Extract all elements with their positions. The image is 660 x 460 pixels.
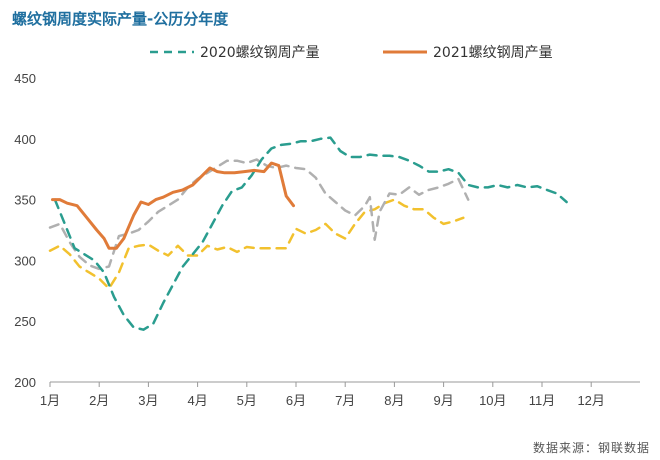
chart-title: 螺纹钢周度实际产量-公历分年度 xyxy=(12,10,229,28)
y-tick-label-5: 450 xyxy=(14,71,36,86)
legend-item-2020: 2020螺纹钢周产量 xyxy=(150,42,320,62)
series-line-3 xyxy=(48,198,465,290)
x-tick-label-0: 1月 xyxy=(40,393,60,408)
legend-swatch-2021 xyxy=(383,50,427,54)
x-tick-label-9: 10月 xyxy=(479,393,506,408)
x-tick-label-6: 7月 xyxy=(335,393,355,408)
series-line-1 xyxy=(51,161,295,250)
legend-swatch-2020 xyxy=(150,50,194,54)
x-tick-label-5: 6月 xyxy=(286,393,306,408)
y-tick-label-0: 200 xyxy=(14,375,36,390)
y-tick-label-2: 300 xyxy=(14,253,36,268)
x-tick-label-8: 9月 xyxy=(433,393,453,408)
series-line-0 xyxy=(53,136,568,331)
series-line-2 xyxy=(48,158,470,271)
x-tick-label-2: 3月 xyxy=(138,393,158,408)
x-tick-label-1: 2月 xyxy=(89,393,109,408)
data-source-note: 数据来源：钢联数据 xyxy=(532,441,650,455)
legend-label-2020: 2020螺纹钢周产量 xyxy=(200,45,320,61)
x-tick-label-11: 12月 xyxy=(577,393,604,408)
y-tick-label-4: 400 xyxy=(14,132,36,147)
y-tick-label-3: 350 xyxy=(14,193,36,208)
y-tick-label-1: 250 xyxy=(14,314,36,329)
x-tick-label-7: 8月 xyxy=(384,393,404,408)
x-tick-label-4: 5月 xyxy=(237,393,257,408)
legend-label-2021: 2021螺纹钢周产量 xyxy=(433,45,553,61)
chart-legend: 2020螺纹钢周产量 2021螺纹钢周产量 xyxy=(0,42,660,62)
legend-item-2021: 2021螺纹钢周产量 xyxy=(383,42,553,62)
x-tick-label-3: 4月 xyxy=(187,393,207,408)
x-tick-label-10: 11月 xyxy=(529,393,556,408)
